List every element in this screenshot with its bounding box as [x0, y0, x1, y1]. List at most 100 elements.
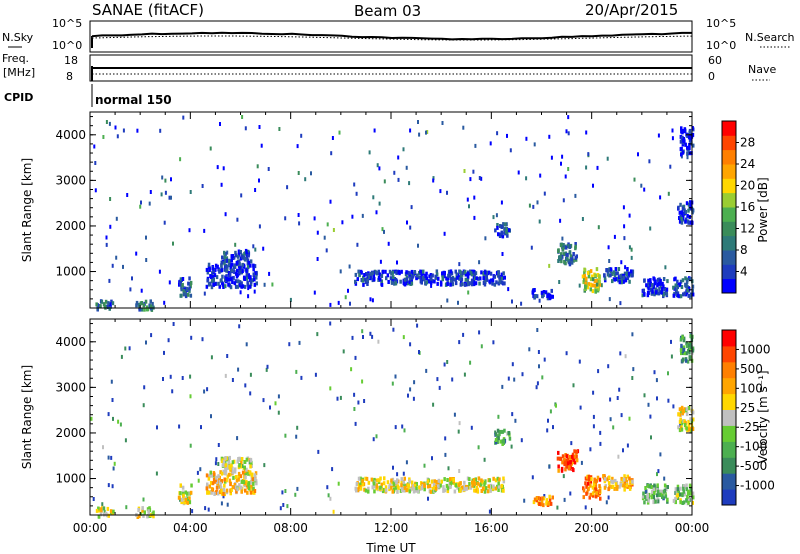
cluster-cell — [388, 487, 391, 492]
colorbar-tick-label: 28 — [740, 136, 755, 150]
scatter-cell — [525, 176, 528, 181]
cluster-cell — [236, 254, 240, 259]
scatter-cell — [288, 342, 291, 347]
cluster-cell — [544, 290, 548, 295]
cluster-cell — [422, 269, 425, 274]
scatter-cell — [93, 144, 96, 149]
cluster-cell — [149, 304, 153, 309]
cluster-cell — [462, 487, 466, 492]
scatter-cell — [549, 409, 552, 414]
scatter-cell — [589, 447, 592, 452]
scatter-cell — [607, 364, 610, 369]
cluster-cell — [435, 272, 439, 277]
cluster-cell — [237, 457, 240, 461]
cluster-cell — [595, 282, 599, 287]
cluster-cell — [253, 264, 257, 269]
cluster-cell — [685, 407, 689, 412]
cluster-cell — [646, 291, 650, 295]
cluster-cell — [608, 484, 611, 489]
cluster-cell — [486, 489, 490, 494]
cluster-cell — [416, 489, 420, 494]
cluster-cell — [561, 454, 565, 459]
cluster-cell — [355, 482, 359, 487]
cluster-cell — [644, 486, 647, 490]
cluster-cell — [364, 476, 367, 481]
scatter-cell — [444, 452, 447, 457]
cluster-cell — [687, 347, 691, 352]
freq-tick-high: 18 — [64, 54, 78, 67]
cluster-cell — [491, 486, 495, 491]
cluster-cell — [647, 484, 650, 489]
scatter-cell — [532, 204, 535, 209]
scatter-cell — [417, 243, 419, 248]
cluster-cell — [402, 281, 406, 286]
cluster-cell — [680, 126, 683, 131]
scatter-cell — [496, 131, 499, 136]
scatter-cell — [501, 384, 504, 389]
cluster-cell — [588, 495, 591, 500]
scatter-cell — [215, 457, 218, 462]
cluster-cell — [628, 279, 631, 284]
scatter-cell — [294, 492, 297, 497]
cluster-cell — [593, 279, 597, 283]
cluster-cell — [551, 294, 554, 299]
scatter-cell — [408, 181, 411, 186]
cluster-cell — [220, 263, 223, 268]
cluster-cell — [666, 485, 669, 489]
cluster-cell — [689, 488, 693, 493]
scatter-cell — [156, 425, 158, 430]
cluster-cell — [399, 488, 403, 493]
scatter-cell — [425, 130, 427, 135]
cluster-cell — [384, 269, 387, 274]
cluster-cell — [502, 476, 505, 481]
cluster-cell — [451, 282, 455, 287]
cluster-cell — [443, 274, 446, 279]
scatter-cell — [430, 283, 433, 288]
cluster-cell — [459, 282, 463, 287]
colorbar-segment — [722, 377, 736, 395]
cluster-cell — [661, 287, 664, 291]
scatter-cell — [656, 472, 658, 477]
scatter-cell — [622, 448, 624, 453]
cluster-cell — [400, 477, 403, 482]
scatter-cell — [300, 375, 303, 380]
cluster-cell — [594, 494, 598, 499]
scatter-cell — [630, 255, 633, 260]
cluster-cell — [228, 478, 232, 483]
cluster-cell — [393, 277, 397, 281]
cluster-cell — [221, 463, 225, 468]
cluster-cell — [243, 465, 246, 470]
cluster-cell — [598, 274, 601, 279]
cluster-cell — [403, 485, 407, 490]
scatter-cell — [536, 328, 539, 332]
colorbar-segment — [722, 207, 736, 222]
scatter-cell — [470, 425, 473, 430]
scatter-cell — [667, 371, 669, 376]
scatter-cell — [372, 195, 375, 200]
cluster-cell — [244, 475, 247, 480]
cluster-cell — [643, 292, 646, 297]
cluster-cell — [534, 294, 538, 298]
cluster-cell — [100, 299, 104, 304]
scatter-cell — [656, 396, 658, 401]
cluster-cell — [209, 470, 212, 475]
cluster-cell — [235, 478, 239, 483]
cluster-cell — [183, 289, 186, 293]
scatter-cell — [446, 360, 449, 364]
cluster-cell — [623, 481, 626, 486]
scatter-cell — [263, 463, 266, 468]
colorbar-segment — [722, 121, 736, 136]
cluster-cell — [408, 274, 411, 279]
scatter-cell — [562, 198, 565, 203]
scatter-cell — [509, 148, 512, 153]
cluster-cell — [688, 130, 691, 135]
cluster-cell — [249, 464, 252, 469]
scatter-cell — [209, 146, 212, 151]
cluster-cell — [685, 498, 688, 503]
cluster-cell — [584, 281, 587, 286]
cluster-cell — [488, 279, 491, 284]
scatter-cell — [521, 372, 524, 377]
cluster-cell — [206, 490, 209, 495]
cluster-cell — [218, 269, 221, 274]
